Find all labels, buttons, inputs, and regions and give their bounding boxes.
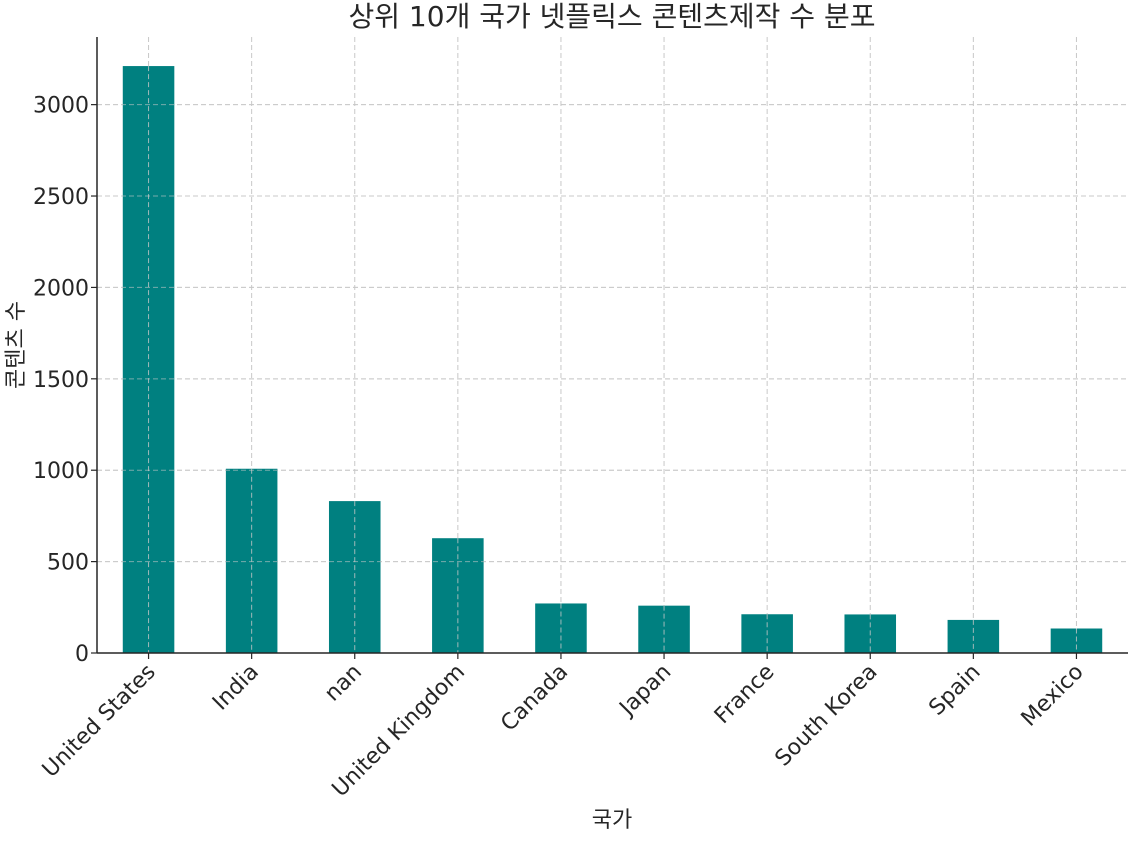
y-tick-label: 500 bbox=[47, 551, 89, 576]
chart-title: 상위 10개 국가 넷플릭스 콘텐츠제작 수 분포 bbox=[349, 0, 876, 33]
x-tick-label: Canada bbox=[496, 660, 573, 737]
x-tick-label: South Korea bbox=[771, 660, 883, 772]
x-tick-label: Spain bbox=[924, 660, 985, 721]
y-tick-label: 0 bbox=[75, 642, 89, 667]
x-tick-label: Japan bbox=[614, 660, 676, 722]
y-axis-label: 콘텐츠 수 bbox=[4, 301, 29, 389]
x-tick-label: nan bbox=[320, 660, 367, 707]
y-tick-label: 1000 bbox=[33, 459, 89, 484]
y-tick-label: 2500 bbox=[33, 185, 89, 210]
x-tick-label: Mexico bbox=[1017, 660, 1089, 732]
x-tick-label: India bbox=[208, 660, 264, 716]
y-tick-label: 3000 bbox=[33, 94, 89, 119]
bar bbox=[638, 605, 690, 653]
x-axis-label: 국가 bbox=[592, 808, 632, 833]
y-tick-label: 1500 bbox=[33, 368, 89, 393]
axes-layer bbox=[96, 37, 1128, 654]
y-tick-label: 2000 bbox=[33, 276, 89, 301]
x-tick-label: United States bbox=[38, 660, 161, 783]
x-tick-label: France bbox=[710, 660, 779, 729]
